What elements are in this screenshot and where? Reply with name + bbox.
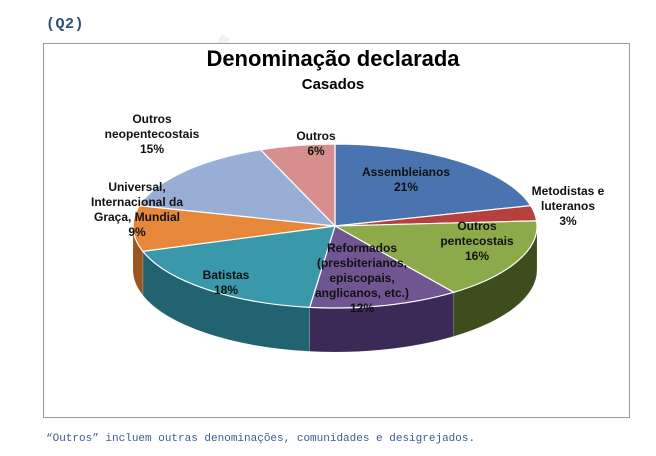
- pie-slice-batistas: [141, 225, 336, 308]
- slice-label-reformados-presbiterianos-episcopais-anglicanos-etc: Reformados (presbiterianos, episcopais, ang…: [315, 241, 409, 315]
- footnote: “Outros” incluem outras denominações, co…: [46, 433, 476, 445]
- pie-slice-universal-internacional-da-graca-mundial: [132, 204, 336, 252]
- question-label: (Q2): [46, 16, 85, 33]
- slice-label-batistas: Batistas 18%: [203, 268, 250, 297]
- pie-slice-outros-neopentecostais: [138, 149, 337, 227]
- chart-title: Denominação declarada: [206, 46, 460, 71]
- pie-slice-reformados-presbiterianos-episcopais-anglicanos-etc: [308, 225, 456, 309]
- chart-subtitle: Casados: [301, 76, 365, 93]
- slice-label-outros-pentecostais: Outros pentecostais 16%: [440, 219, 514, 263]
- pie-slice-outros-pentecostais: [332, 220, 538, 293]
- pie-slice-assembleianos: [334, 143, 532, 227]
- slice-label-metodistas-e-luteranos: Metodistas e luteranos 3%: [532, 184, 605, 228]
- slice-label-outros-neopentecostais: Outros neopentecostais 15%: [105, 112, 200, 156]
- slice-label-universal-internacional-da-graca-mundial: Universal, Internacional da Graça, Mundial…: [91, 180, 183, 239]
- pie-slice-outros: [259, 143, 336, 228]
- slice-label-outros: Outros 6%: [296, 129, 336, 158]
- slice-label-assembleianos: Assembleianos 21%: [362, 165, 450, 194]
